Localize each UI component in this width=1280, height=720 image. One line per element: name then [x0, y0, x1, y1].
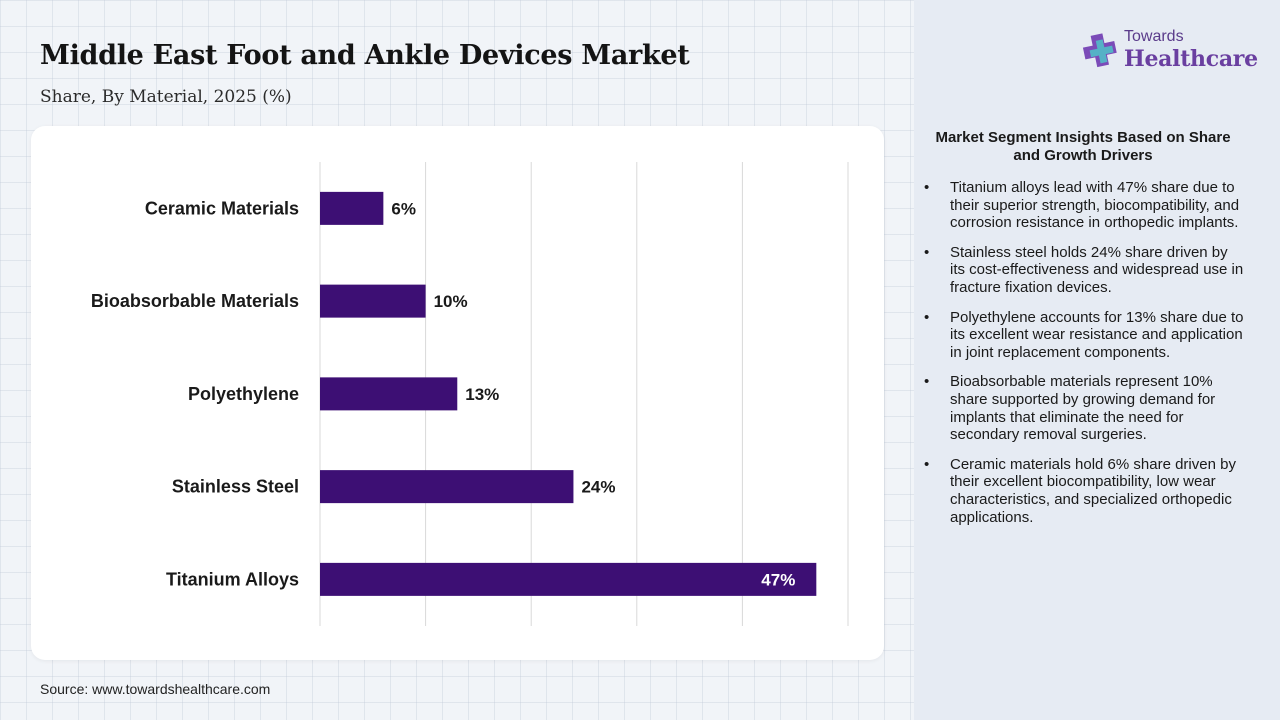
- source-note: Source: www.towardshealthcare.com: [40, 681, 271, 697]
- insight-item: • Bioabsorbable materials represent 10% s…: [924, 373, 1244, 443]
- value-label: 13%: [465, 385, 499, 404]
- insight-text: Bioabsorbable materials represent 10% sh…: [950, 373, 1216, 444]
- chart-subtitle: Share, By Material, 2025 (%): [40, 87, 292, 107]
- logo: Towards Healthcare: [1080, 28, 1260, 78]
- insight-item: • Stainless steel holds 24% share driven …: [924, 244, 1244, 297]
- bullet-icon: •: [924, 308, 930, 326]
- insight-item: • Titanium alloys lead with 47% share due…: [924, 179, 1244, 232]
- bullet-icon: •: [924, 455, 930, 473]
- logo-text-towards: Towards: [1124, 28, 1184, 45]
- bar: [320, 284, 426, 318]
- insights-panel: [914, 0, 1280, 720]
- value-label: 47%: [761, 570, 795, 589]
- bullet-icon: •: [924, 243, 930, 261]
- insight-text: Stainless steel holds 24% share driven b…: [950, 243, 1244, 296]
- bar: [320, 377, 458, 411]
- category-label: Titanium Alloys: [166, 569, 299, 589]
- category-label: Polyethylene: [188, 384, 299, 404]
- insight-item: • Polyethylene accounts for 13% share due…: [924, 309, 1244, 362]
- category-label: Bioabsorbable Materials: [91, 291, 299, 311]
- insight-text: Ceramic materials hold 6% share driven b…: [950, 455, 1236, 526]
- insight-text: Titanium alloys lead with 47% share due …: [950, 179, 1240, 232]
- value-label: 24%: [581, 478, 615, 497]
- insights-title: Market Segment Insights Based on Share a…: [935, 129, 1231, 164]
- value-label: 6%: [391, 199, 416, 218]
- insight-text: Polyethylene accounts for 13% share due …: [950, 308, 1244, 361]
- insight-item: • Ceramic materials hold 6% share driven …: [924, 456, 1244, 526]
- chart-title: Middle East Foot and Ankle Devices Marke…: [40, 40, 690, 71]
- bar: [320, 562, 817, 596]
- bar: [320, 191, 384, 225]
- plus-cross-icon: [1082, 33, 1117, 68]
- bullet-icon: •: [924, 179, 930, 196]
- category-label: Stainless Steel: [172, 477, 299, 497]
- insights-list: • Titanium alloys lead with 47% share due…: [924, 179, 1244, 538]
- category-label: Ceramic Materials: [145, 198, 299, 218]
- bar: [320, 470, 574, 504]
- bar-chart: Ceramic Materials 6% Bioabsorbable Materia…: [91, 162, 849, 626]
- value-label: 10%: [434, 292, 468, 311]
- logo-text-healthcare: Healthcare: [1124, 46, 1258, 72]
- bullet-icon: •: [924, 373, 930, 391]
- chart-card: Ceramic Materials 6% Bioabsorbable Materia…: [31, 126, 884, 660]
